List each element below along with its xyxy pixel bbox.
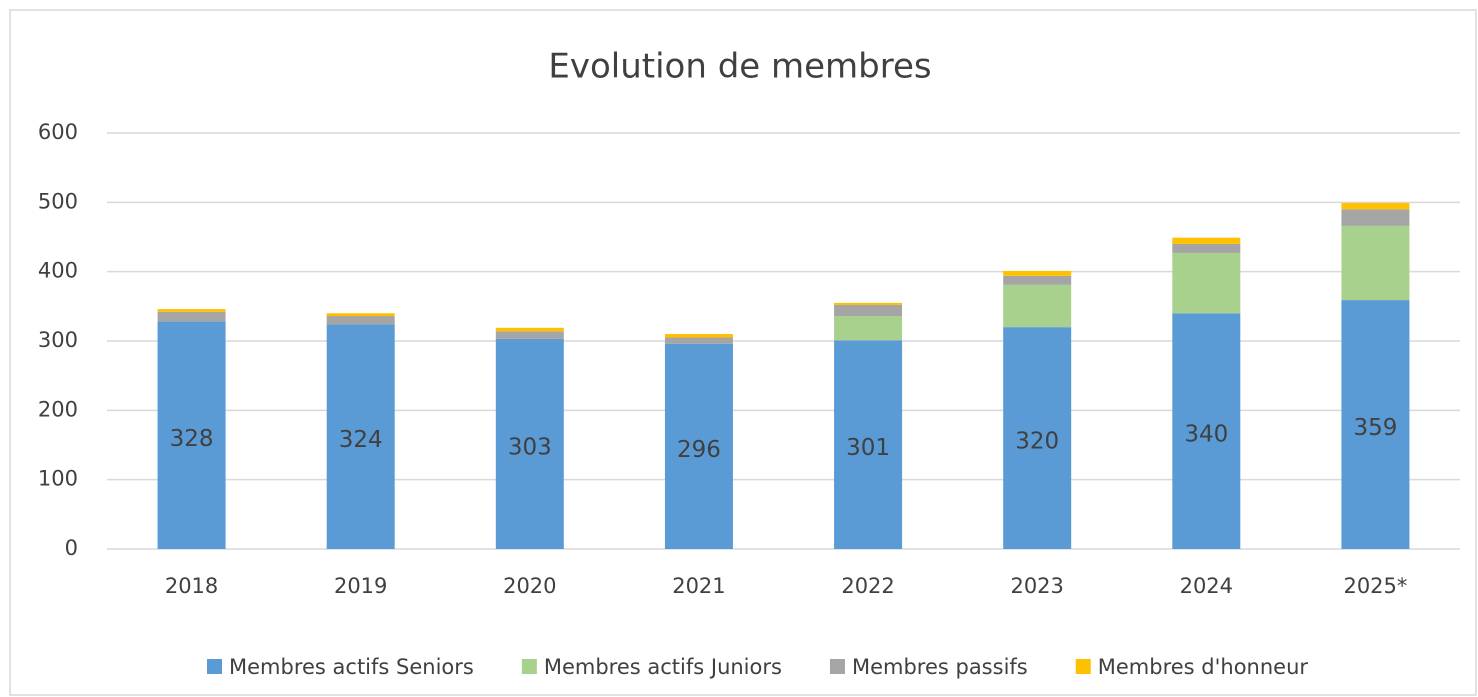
- data-label: 296: [677, 437, 721, 463]
- bar-segment: [495, 338, 564, 549]
- y-tick-label: 0: [65, 536, 78, 560]
- y-tick-label: 200: [38, 397, 78, 421]
- y-tick-label: 100: [38, 467, 78, 491]
- bar-segment: [1341, 225, 1410, 301]
- data-label: 340: [1184, 422, 1228, 448]
- legend-swatch: [521, 659, 537, 674]
- x-tick-label: 2021: [672, 574, 725, 598]
- legend-label: Membres d'honneur: [1098, 655, 1309, 679]
- bar-segment: [157, 309, 226, 312]
- legend-label: Membres actifs Juniors: [544, 655, 782, 679]
- bar-segment: [326, 313, 395, 317]
- bar-segment: [834, 302, 903, 305]
- legend-label: Membres actifs Seniors: [229, 655, 474, 679]
- bar-segment: [326, 316, 395, 325]
- y-tick-label: 500: [38, 189, 78, 213]
- x-tick-label: 2018: [165, 574, 218, 598]
- data-label: 328: [170, 426, 214, 452]
- legend-swatch: [1075, 659, 1091, 674]
- bar-segment: [1172, 252, 1241, 314]
- x-tick-label: 2025*: [1343, 574, 1407, 598]
- y-tick-label: 400: [38, 259, 78, 283]
- bar-segment: [664, 343, 733, 549]
- legend-swatch: [829, 659, 845, 674]
- bar-segment: [834, 340, 903, 549]
- bar-segment: [1341, 203, 1410, 210]
- bar-segment: [1341, 209, 1410, 226]
- chart-title: Evolution de membres: [548, 47, 931, 87]
- data-label: 303: [508, 434, 552, 460]
- bar-segment: [1341, 300, 1410, 549]
- legend-label: Membres passifs: [852, 655, 1028, 679]
- bar-segment: [1172, 243, 1241, 253]
- x-tick-label: 2019: [334, 574, 387, 598]
- bar-segment: [1003, 275, 1072, 285]
- x-tick-label: 2022: [841, 574, 894, 598]
- bar-segment: [1003, 270, 1072, 276]
- bar-segment: [157, 311, 226, 322]
- data-label: 320: [1015, 429, 1059, 455]
- bar-segment: [495, 331, 564, 339]
- data-label: 359: [1353, 415, 1397, 441]
- x-tick-label: 2020: [503, 574, 556, 598]
- data-label: 301: [846, 435, 890, 461]
- y-tick-label: 300: [38, 328, 78, 352]
- x-tick-label: 2023: [1010, 574, 1063, 598]
- bar-segment: [664, 337, 733, 344]
- bar-segment: [1003, 327, 1072, 549]
- data-label: 324: [339, 427, 383, 453]
- bar-segment: [326, 324, 395, 549]
- bar-segment: [834, 304, 903, 317]
- y-tick-label: 600: [38, 120, 78, 144]
- bar-segment: [1172, 237, 1241, 244]
- bar-segment: [664, 334, 733, 338]
- legend-swatch: [207, 659, 222, 674]
- bar-segment: [1003, 284, 1072, 328]
- bar-segment: [495, 327, 564, 332]
- bar-segment: [834, 316, 903, 341]
- bar-segment: [157, 321, 226, 549]
- bar-segment: [1172, 313, 1241, 549]
- x-tick-label: 2024: [1180, 574, 1233, 598]
- chart-area: [9, 9, 1477, 696]
